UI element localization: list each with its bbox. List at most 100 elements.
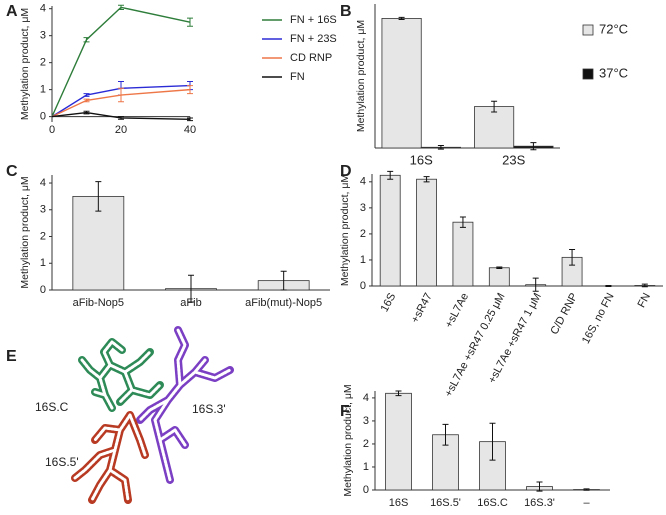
error-bar bbox=[530, 142, 537, 151]
x-tick-label: +sL7Ae bbox=[443, 291, 471, 330]
x-tick-label: 16S bbox=[410, 152, 433, 167]
error-bar bbox=[459, 216, 466, 228]
y-tick-label: 0 bbox=[40, 111, 46, 123]
error-bar bbox=[387, 170, 394, 180]
y-tick-label: 0 bbox=[363, 484, 369, 496]
y-tick-label: 0 bbox=[40, 284, 46, 296]
error-bar bbox=[118, 4, 124, 11]
legend-label: FN + 16S bbox=[290, 14, 337, 26]
rna-structure bbox=[71, 326, 234, 504]
structure-label: 16S.3' bbox=[192, 402, 226, 416]
legend-label: FN + 23S bbox=[290, 33, 337, 45]
bar bbox=[474, 106, 515, 149]
error-bar bbox=[187, 85, 193, 95]
y-tick-label: 4 bbox=[40, 3, 46, 15]
error-bar bbox=[437, 144, 444, 150]
error-bar bbox=[536, 481, 543, 492]
y-tick-label: 2 bbox=[360, 228, 366, 240]
series-line bbox=[51, 84, 191, 118]
x-tick-label: aFib bbox=[180, 297, 201, 309]
error-bar bbox=[395, 390, 402, 397]
y-tick-label: 3 bbox=[363, 415, 369, 427]
y-tick-label: 2 bbox=[40, 57, 46, 69]
error-bar bbox=[280, 270, 287, 291]
y-tick-label: 4 bbox=[363, 392, 369, 404]
error-bar bbox=[118, 116, 124, 120]
x-tick-label: aFib(mut)-Nop5 bbox=[245, 297, 322, 309]
legend-label: FN bbox=[290, 71, 305, 83]
error-bar bbox=[605, 284, 612, 288]
y-tick-label: 1 bbox=[360, 254, 366, 266]
error-bar bbox=[532, 277, 539, 292]
error-bar bbox=[188, 274, 194, 303]
bar bbox=[452, 221, 474, 287]
x-tick-label: – bbox=[583, 497, 590, 509]
y-tick-label: 0 bbox=[360, 280, 366, 292]
y-axis-label: Methylation product, μM bbox=[342, 384, 354, 496]
series-line bbox=[51, 6, 191, 117]
x-tick-label: 16S bbox=[389, 497, 409, 509]
x-tick-label: C/D RNP bbox=[548, 291, 580, 337]
error-bar bbox=[491, 100, 498, 113]
x-tick-label: 16S.5' bbox=[430, 497, 461, 509]
series-line bbox=[51, 111, 191, 121]
panel-letter: B bbox=[340, 3, 352, 20]
panel-letter: A bbox=[6, 3, 18, 20]
x-tick-label: 16S.3' bbox=[524, 497, 555, 509]
y-axis-label: Methylation product, μM bbox=[339, 174, 351, 286]
x-tick-label: 16S.C bbox=[477, 497, 508, 509]
error-bar bbox=[95, 181, 102, 212]
error-bar bbox=[187, 117, 193, 122]
series-line bbox=[51, 88, 191, 118]
x-tick-label: FN bbox=[636, 291, 654, 310]
error-bar bbox=[442, 423, 449, 446]
error-bar bbox=[489, 422, 496, 461]
x-tick-label: 23S bbox=[502, 152, 525, 167]
bar bbox=[385, 392, 412, 491]
y-tick-label: 1 bbox=[40, 257, 46, 269]
legend-label: 37°C bbox=[599, 65, 628, 80]
x-tick-label: 16S bbox=[379, 291, 399, 314]
error-bar bbox=[83, 98, 90, 103]
panel-letter: D bbox=[340, 163, 352, 180]
y-tick-label: 1 bbox=[40, 84, 46, 96]
x-tick-label: 40 bbox=[184, 124, 196, 136]
legend-label: 72°C bbox=[599, 21, 628, 36]
error-bar bbox=[187, 17, 193, 27]
bar bbox=[416, 178, 437, 287]
y-axis-label: Methylation product, μM bbox=[355, 20, 367, 132]
x-tick-label: +sR47 bbox=[409, 291, 435, 325]
y-tick-label: 1 bbox=[363, 461, 369, 473]
error-bar bbox=[83, 110, 90, 115]
y-axis-label: Methylation product, μM bbox=[19, 8, 31, 120]
x-tick-label: 0 bbox=[49, 124, 55, 136]
x-tick-label: 20 bbox=[115, 124, 127, 136]
y-tick-label: 3 bbox=[40, 30, 46, 42]
error-bar bbox=[83, 93, 90, 97]
panel-letter: E bbox=[6, 348, 17, 365]
legend-label: CD RNP bbox=[290, 52, 332, 64]
x-tick-label: 16S, no FN bbox=[580, 291, 617, 346]
error-bar bbox=[583, 488, 590, 491]
panel-letter: F bbox=[340, 403, 350, 420]
y-tick-label: 3 bbox=[360, 202, 366, 214]
error-bar bbox=[569, 249, 576, 266]
error-bar bbox=[641, 283, 648, 288]
y-axis-label: Methylation product, μM bbox=[19, 176, 31, 288]
bar bbox=[379, 174, 401, 287]
bar bbox=[488, 267, 510, 287]
panel-letter: C bbox=[6, 163, 18, 180]
error-bar bbox=[398, 16, 405, 20]
bar bbox=[381, 17, 422, 149]
error-bar bbox=[423, 176, 430, 183]
legend-swatch bbox=[582, 68, 594, 80]
y-tick-label: 2 bbox=[363, 438, 369, 450]
x-tick-label: aFib-Nop5 bbox=[73, 297, 124, 309]
y-tick-label: 4 bbox=[360, 176, 366, 188]
structure-label: 16S.5' bbox=[45, 455, 79, 469]
y-tick-label: 2 bbox=[40, 230, 46, 242]
error-bar bbox=[496, 266, 503, 270]
error-bar bbox=[118, 87, 124, 103]
y-tick-label: 3 bbox=[40, 204, 46, 216]
